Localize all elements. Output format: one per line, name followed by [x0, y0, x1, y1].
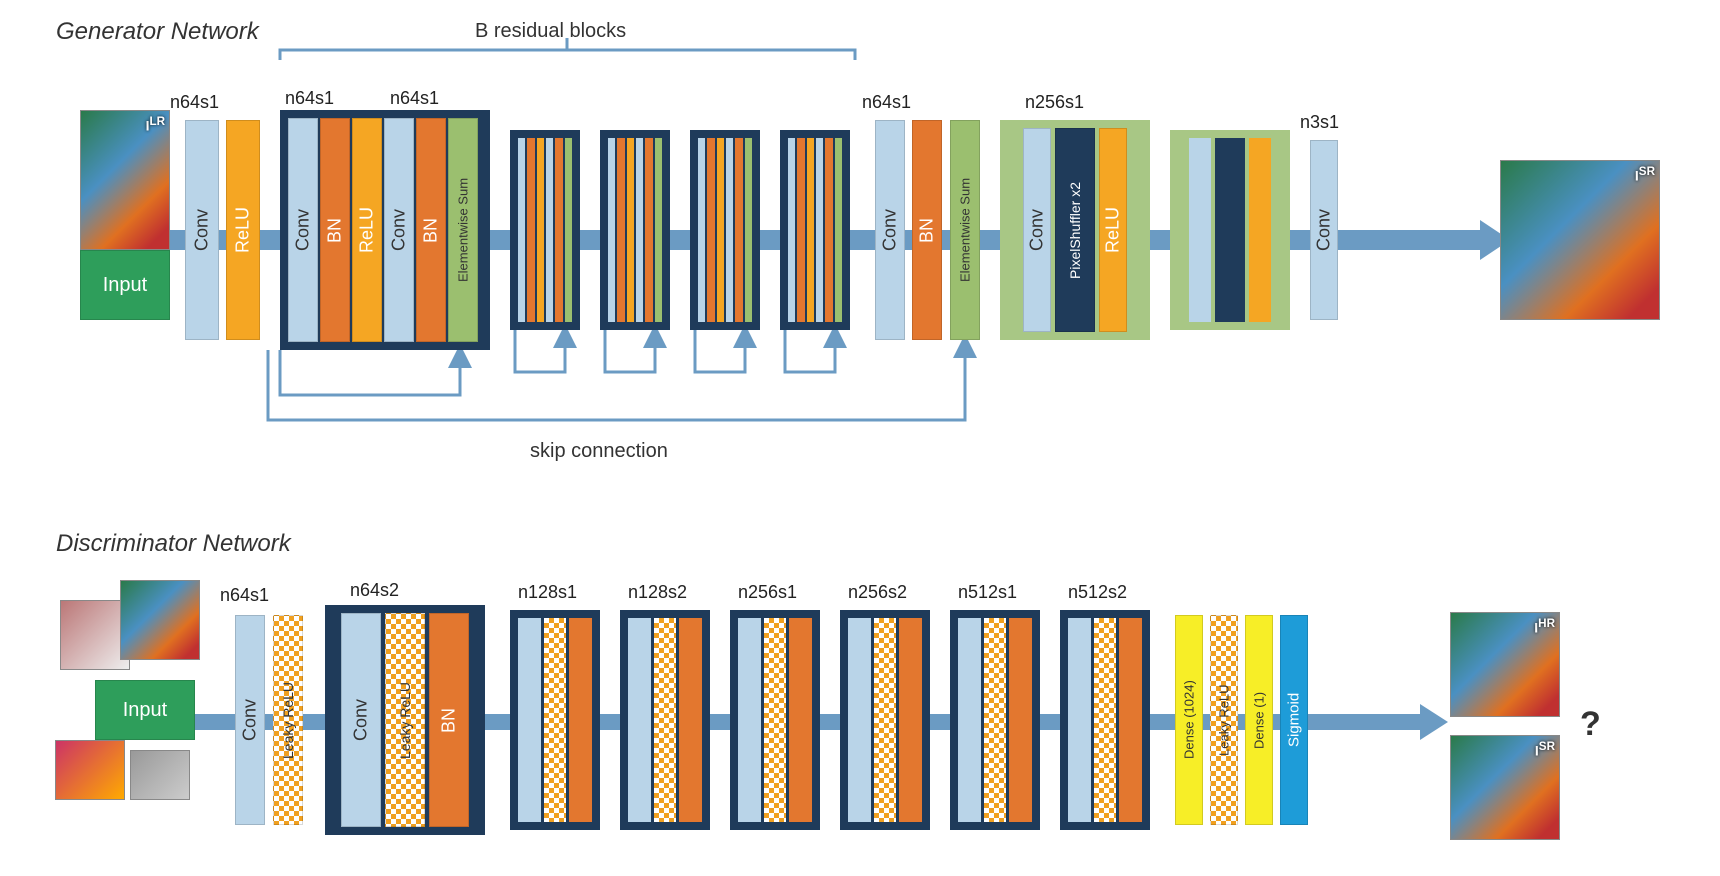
dense1: Dense (1) [1245, 615, 1273, 825]
db-conv: Conv [341, 613, 381, 827]
input-image-tag: ILR [146, 115, 165, 134]
gen-bn-post: BN [912, 120, 942, 340]
disc-convblock-2 [730, 610, 820, 830]
generator-title: Generator Network [56, 18, 259, 46]
db-main-label: n64s2 [350, 580, 399, 601]
up-relu: ReLU [1099, 128, 1127, 332]
up-conv: Conv [1023, 128, 1051, 332]
upsample-block-1: Conv PixelShuffler x2 ReLU [1000, 120, 1150, 340]
disc-small-label-0: n128s1 [518, 582, 577, 603]
residual-blocks-label: B residual blocks [475, 20, 626, 43]
db-bn: BN [429, 613, 469, 827]
gen-conv1-label: n64s1 [170, 92, 219, 113]
disc-out-sr-tag: ISR [1535, 740, 1555, 759]
rb-esum: Elementwise Sum [448, 118, 478, 342]
disc-out-hr-tag: IHR [1534, 617, 1555, 636]
disc-convblock-1 [620, 610, 710, 830]
gen-relu1: ReLU [226, 120, 260, 340]
gen-post-label: n64s1 [862, 92, 911, 113]
disc-small-label-1: n128s2 [628, 582, 687, 603]
d-conv1-label: n64s1 [220, 585, 269, 606]
generator-output-image: ISR [1500, 160, 1660, 320]
disc-input-img-2 [120, 580, 200, 660]
question-mark: ? [1580, 705, 1601, 744]
disc-convblock-5 [1060, 610, 1150, 830]
skip-connection-label: skip connection [530, 440, 668, 463]
rb-lbl2: n64s1 [390, 88, 439, 109]
disc-small-label-4: n512s1 [958, 582, 1017, 603]
rb-relu1: ReLU [352, 118, 382, 342]
d-lrelu-tail: Leaky ReLU [1210, 615, 1238, 825]
generator-input-image: ILR [80, 110, 170, 250]
disc-convblock-0 [510, 610, 600, 830]
rb-bn2: BN [416, 118, 446, 342]
disc-small-label-3: n256s2 [848, 582, 907, 603]
rb-conv2: Conv [384, 118, 414, 342]
gen-esum-post: Elementwise Sum [950, 120, 980, 340]
gen-conv-post: Conv [875, 120, 905, 340]
disc-input-img-4 [130, 750, 190, 800]
rb-conv1: Conv [288, 118, 318, 342]
disc-convblock-3 [840, 610, 930, 830]
gen-conv-final: Conv [1310, 140, 1338, 320]
sigmoid: Sigmoid [1280, 615, 1308, 825]
disc-small-label-5: n512s2 [1068, 582, 1127, 603]
output-image-tag: ISR [1635, 165, 1655, 184]
gen-conv1: Conv [185, 120, 219, 340]
disc-input-block: Input [95, 680, 195, 740]
residual-small-2 [600, 130, 670, 330]
residual-small-1 [510, 130, 580, 330]
residual-small-3 [690, 130, 760, 330]
up-pixelshuffler: PixelShuffler x2 [1055, 128, 1095, 332]
up1-label: n256s1 [1025, 92, 1084, 113]
d-conv1: Conv [235, 615, 265, 825]
rb-lbl1: n64s1 [285, 88, 334, 109]
d-lrelu1: Leaky ReLU [273, 615, 303, 825]
gen-final-label: n3s1 [1300, 112, 1339, 133]
disc-convblock-main: Conv Leaky ReLU BN [325, 605, 485, 835]
disc-out-sr: ISR [1450, 735, 1560, 840]
db-lrelu: Leaky ReLU [385, 613, 425, 827]
residual-small-4 [780, 130, 850, 330]
generator-input-block: Input [80, 250, 170, 320]
disc-out-hr: IHR [1450, 612, 1560, 717]
dense1024: Dense (1024) [1175, 615, 1203, 825]
disc-small-label-2: n256s1 [738, 582, 797, 603]
rb-bn1: BN [320, 118, 350, 342]
discriminator-title: Discriminator Network [56, 530, 291, 558]
disc-input-img-3 [55, 740, 125, 800]
upsample-block-2 [1170, 130, 1290, 330]
residual-block-main: Conv BN ReLU Conv BN Elementwise Sum [280, 110, 490, 350]
disc-convblock-4 [950, 610, 1040, 830]
